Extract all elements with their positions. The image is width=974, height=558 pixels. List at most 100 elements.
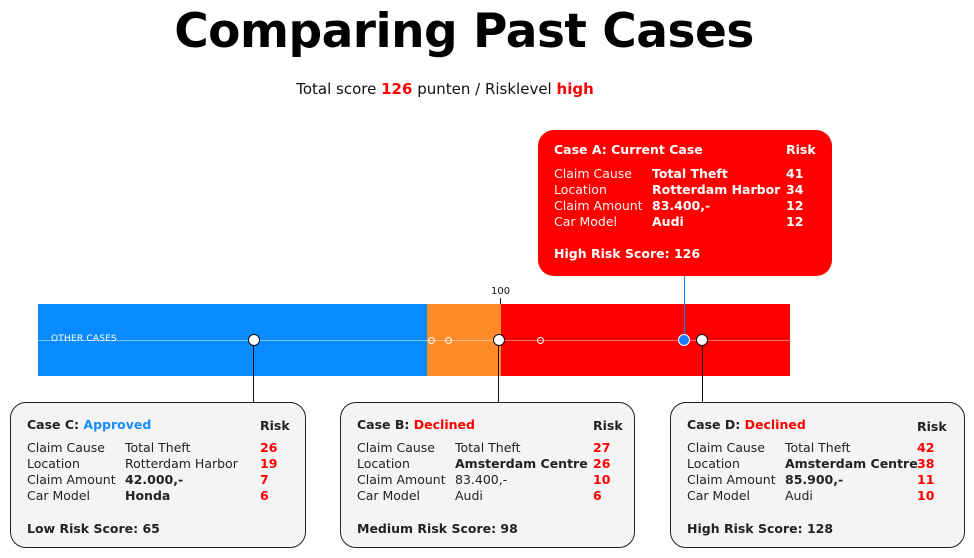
row-value: 85.900,- [785,472,844,487]
threshold-100-label: 100 [491,286,511,297]
case-d-title-prefix: Case D: [687,417,741,432]
score-summary: Total score 126 punten / Risklevel high [0,80,890,98]
row-risk: 10 [593,472,611,487]
row-label: Claim Cause [554,166,632,181]
row-value: Total Theft [125,440,191,455]
threshold-100-tick [500,298,501,304]
row-risk: 12 [786,214,804,229]
case-b-status-badge: Declined [413,417,475,432]
case-b-rows: Claim Cause Total Theft 27 Location Amsterd… [357,440,623,504]
row-value: Audi [785,488,813,503]
case-c-title: Case C: Approved [27,417,151,432]
row-value: Audi [455,488,483,503]
case-c-row-cause: Claim Cause Total Theft 26 [27,440,293,456]
case-a-row-amount: Claim Amount 83.400,- 12 [554,198,818,214]
row-value: 42.000,- [125,472,184,487]
row-value: Amsterdam Centre [455,456,588,471]
case-d-row-amount: Claim Amount 85.900,- 11 [687,472,953,488]
case-b-card[interactable]: Case B: Declined Risk Claim Cause Total T… [340,402,635,548]
row-value: Total Theft [455,440,521,455]
case-a-risk-header: Risk [786,142,816,157]
case-d-connector [702,346,703,402]
score-prefix: Total score [296,80,377,98]
row-value: 83.400,- [455,472,508,487]
case-c-card[interactable]: Case C: Approved Risk Claim Cause Total T… [10,402,306,548]
case-c-rows: Claim Cause Total Theft 26 Location Rotterd… [27,440,293,504]
case-a-rows: Claim Cause Total Theft 41 Location Rotterd… [554,166,818,230]
case-a-row-cause: Claim Cause Total Theft 41 [554,166,818,182]
low-risk-segment [38,304,427,376]
row-label: Car Model [687,488,751,503]
row-value: 83.400,- [652,198,711,213]
case-a-title: Case A: Current Case [554,142,703,157]
row-value: Honda [125,488,171,503]
case-b-connector [498,346,499,402]
row-risk: 42 [917,440,935,455]
row-label: Location [554,182,607,197]
row-risk: 38 [917,456,935,471]
row-value: Rotterdam Harbor [125,456,238,471]
case-c-row-location: Location Rotterdam Harbor 19 [27,456,293,472]
case-a-current-dot[interactable] [678,334,690,346]
row-risk: 10 [917,488,935,503]
row-label: Car Model [27,488,91,503]
other-case-dot[interactable] [428,337,435,344]
case-d-title: Case D: Declined [687,417,806,432]
case-c-connector [253,346,254,402]
case-c-risk-header: Risk [260,418,290,433]
case-c-row-amount: Claim Amount 42.000,- 7 [27,472,293,488]
case-d-row-location: Location Amsterdam Centre 38 [687,456,953,472]
scale-axis-line [38,340,790,341]
case-b-score: Medium Risk Score: 98 [357,521,518,536]
case-a-score: High Risk Score: 126 [554,246,701,261]
total-score-value: 126 [381,80,413,98]
case-d-row-model: Car Model Audi 10 [687,488,953,504]
row-label: Car Model [554,214,618,229]
row-risk: 26 [260,440,278,455]
case-a-row-model: Car Model Audi 12 [554,214,818,230]
row-label: Claim Cause [687,440,765,455]
risk-level-label: Risklevel [484,80,552,98]
case-d-risk-header: Risk [917,419,947,434]
row-label: Car Model [357,488,421,503]
row-label: Claim Cause [357,440,435,455]
case-b-title-prefix: Case B: [357,417,410,432]
case-c-title-prefix: Case C: [27,417,80,432]
case-c-row-model: Car Model Honda 6 [27,488,293,504]
row-risk: 6 [593,488,602,503]
case-b-dot[interactable] [493,334,505,346]
case-d-status-badge: Declined [744,417,806,432]
case-d-row-cause: Claim Cause Total Theft 42 [687,440,953,456]
row-risk: 41 [786,166,804,181]
other-case-dot[interactable] [445,337,452,344]
case-d-dot[interactable] [696,334,708,346]
risk-level-value: high [556,80,594,98]
row-risk: 27 [593,440,611,455]
page-title: Comparing Past Cases [174,4,754,59]
case-b-row-cause: Claim Cause Total Theft 27 [357,440,623,456]
case-c-dot[interactable] [248,334,260,346]
row-value: Audi [652,214,684,229]
row-risk: 12 [786,198,804,213]
case-a-connector [684,276,685,334]
row-risk: 7 [260,472,269,487]
case-d-rows: Claim Cause Total Theft 42 Location Amsterd… [687,440,953,504]
case-d-score: High Risk Score: 128 [687,521,834,536]
case-d-card[interactable]: Case D: Declined Risk Claim Cause Total T… [670,402,965,548]
row-value: Total Theft [652,166,728,181]
row-value: Amsterdam Centre [785,456,918,471]
case-b-row-location: Location Amsterdam Centre 26 [357,456,623,472]
medium-risk-segment [427,304,501,376]
row-risk: 34 [786,182,804,197]
other-case-dot[interactable] [537,337,544,344]
high-risk-segment [501,304,790,376]
row-risk: 26 [593,456,611,471]
case-c-status-badge: Approved [83,417,152,432]
row-risk: 6 [260,488,269,503]
case-b-row-model: Car Model Audi 6 [357,488,623,504]
case-a-row-location: Location Rotterdam Harbor 34 [554,182,818,198]
case-b-title: Case B: Declined [357,417,475,432]
case-a-card[interactable]: Case A: Current Case Risk Claim Cause Tot… [538,130,832,276]
other-cases-label: OTHER CASES [51,334,117,344]
row-label: Claim Amount [27,472,116,487]
